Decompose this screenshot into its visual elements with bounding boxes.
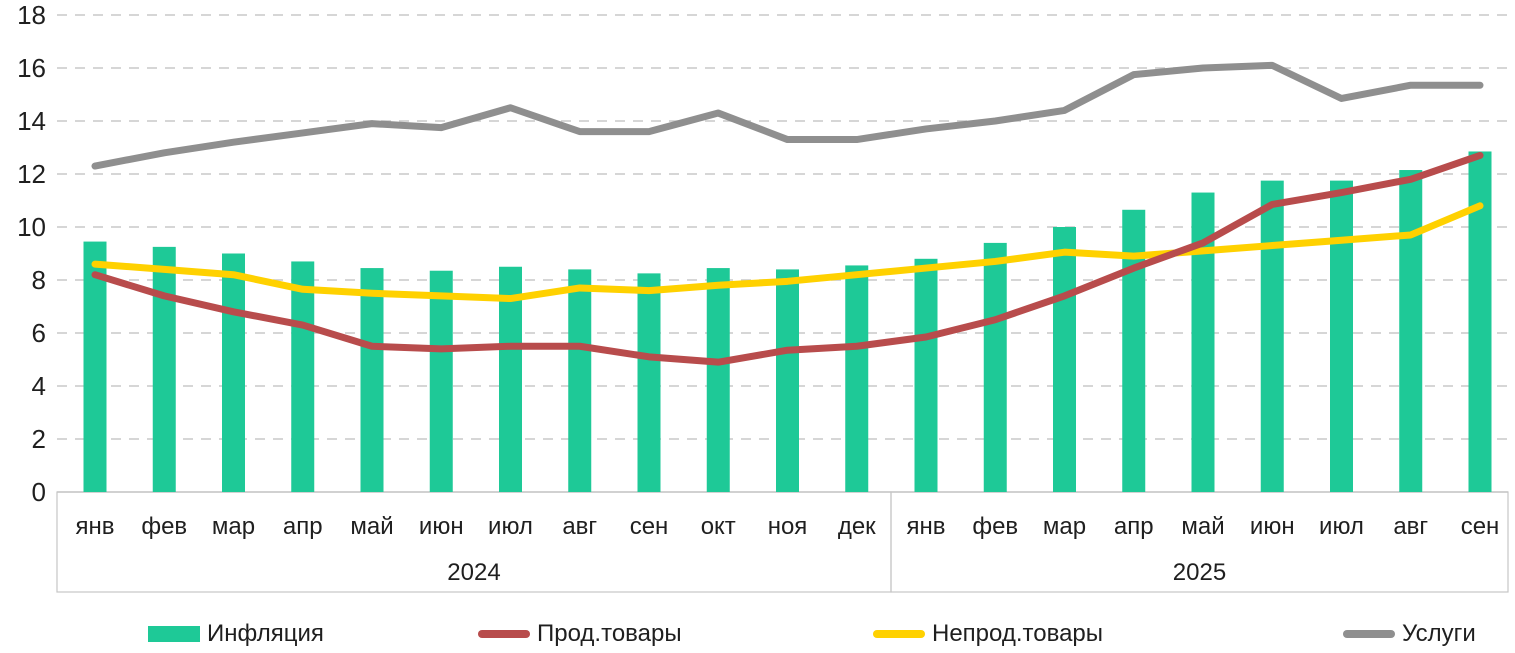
services-line-swatch xyxy=(1343,630,1395,638)
legend-label-food-goods: Прод.товары xyxy=(537,620,682,647)
svg-text:4: 4 xyxy=(32,371,46,401)
legend-item-inflation: Инфляция xyxy=(148,618,324,650)
legend-label-inflation: Инфляция xyxy=(207,620,324,647)
svg-text:дек: дек xyxy=(838,513,876,540)
svg-text:2025: 2025 xyxy=(1173,559,1226,586)
svg-text:8: 8 xyxy=(32,265,46,295)
svg-text:авг: авг xyxy=(1393,513,1428,540)
svg-text:июн: июн xyxy=(1250,513,1295,540)
svg-text:май: май xyxy=(1181,513,1224,540)
svg-text:авг: авг xyxy=(562,513,597,540)
svg-text:июн: июн xyxy=(419,513,464,540)
svg-text:16: 16 xyxy=(17,53,46,83)
svg-text:май: май xyxy=(350,513,393,540)
chart-legend: Инфляция Прод.товары Непрод.товары Услуг… xyxy=(0,618,1515,653)
svg-text:12: 12 xyxy=(17,159,46,189)
svg-text:2: 2 xyxy=(32,424,46,454)
svg-text:мар: мар xyxy=(212,513,255,540)
svg-text:10: 10 xyxy=(17,212,46,242)
svg-text:фев: фев xyxy=(972,513,1018,540)
svg-text:0: 0 xyxy=(32,477,46,507)
svg-text:июл: июл xyxy=(488,513,533,540)
svg-text:апр: апр xyxy=(1114,513,1154,540)
food-goods-line-swatch xyxy=(478,630,530,638)
svg-text:6: 6 xyxy=(32,318,46,348)
svg-text:сен: сен xyxy=(1461,513,1500,540)
legend-label-services: Услуги xyxy=(1402,620,1476,647)
svg-text:мар: мар xyxy=(1043,513,1086,540)
svg-text:янв: янв xyxy=(907,513,946,540)
svg-text:янв: янв xyxy=(76,513,115,540)
svg-text:ноя: ноя xyxy=(768,513,808,540)
legend-item-services: Услуги xyxy=(1343,618,1476,650)
legend-item-food-goods: Прод.товары xyxy=(478,618,682,650)
svg-text:окт: окт xyxy=(701,513,736,540)
svg-text:сен: сен xyxy=(630,513,669,540)
svg-text:18: 18 xyxy=(17,0,46,30)
legend-label-nonfood-goods: Непрод.товары xyxy=(932,620,1104,647)
svg-text:июл: июл xyxy=(1319,513,1364,540)
inflation-bar-swatch xyxy=(148,626,200,642)
legend-item-nonfood-goods: Непрод.товары xyxy=(873,618,1103,650)
svg-text:апр: апр xyxy=(283,513,323,540)
svg-text:фев: фев xyxy=(141,513,187,540)
svg-text:2024: 2024 xyxy=(447,559,500,586)
svg-text:14: 14 xyxy=(17,106,46,136)
nonfood-goods-line-swatch xyxy=(873,630,925,638)
